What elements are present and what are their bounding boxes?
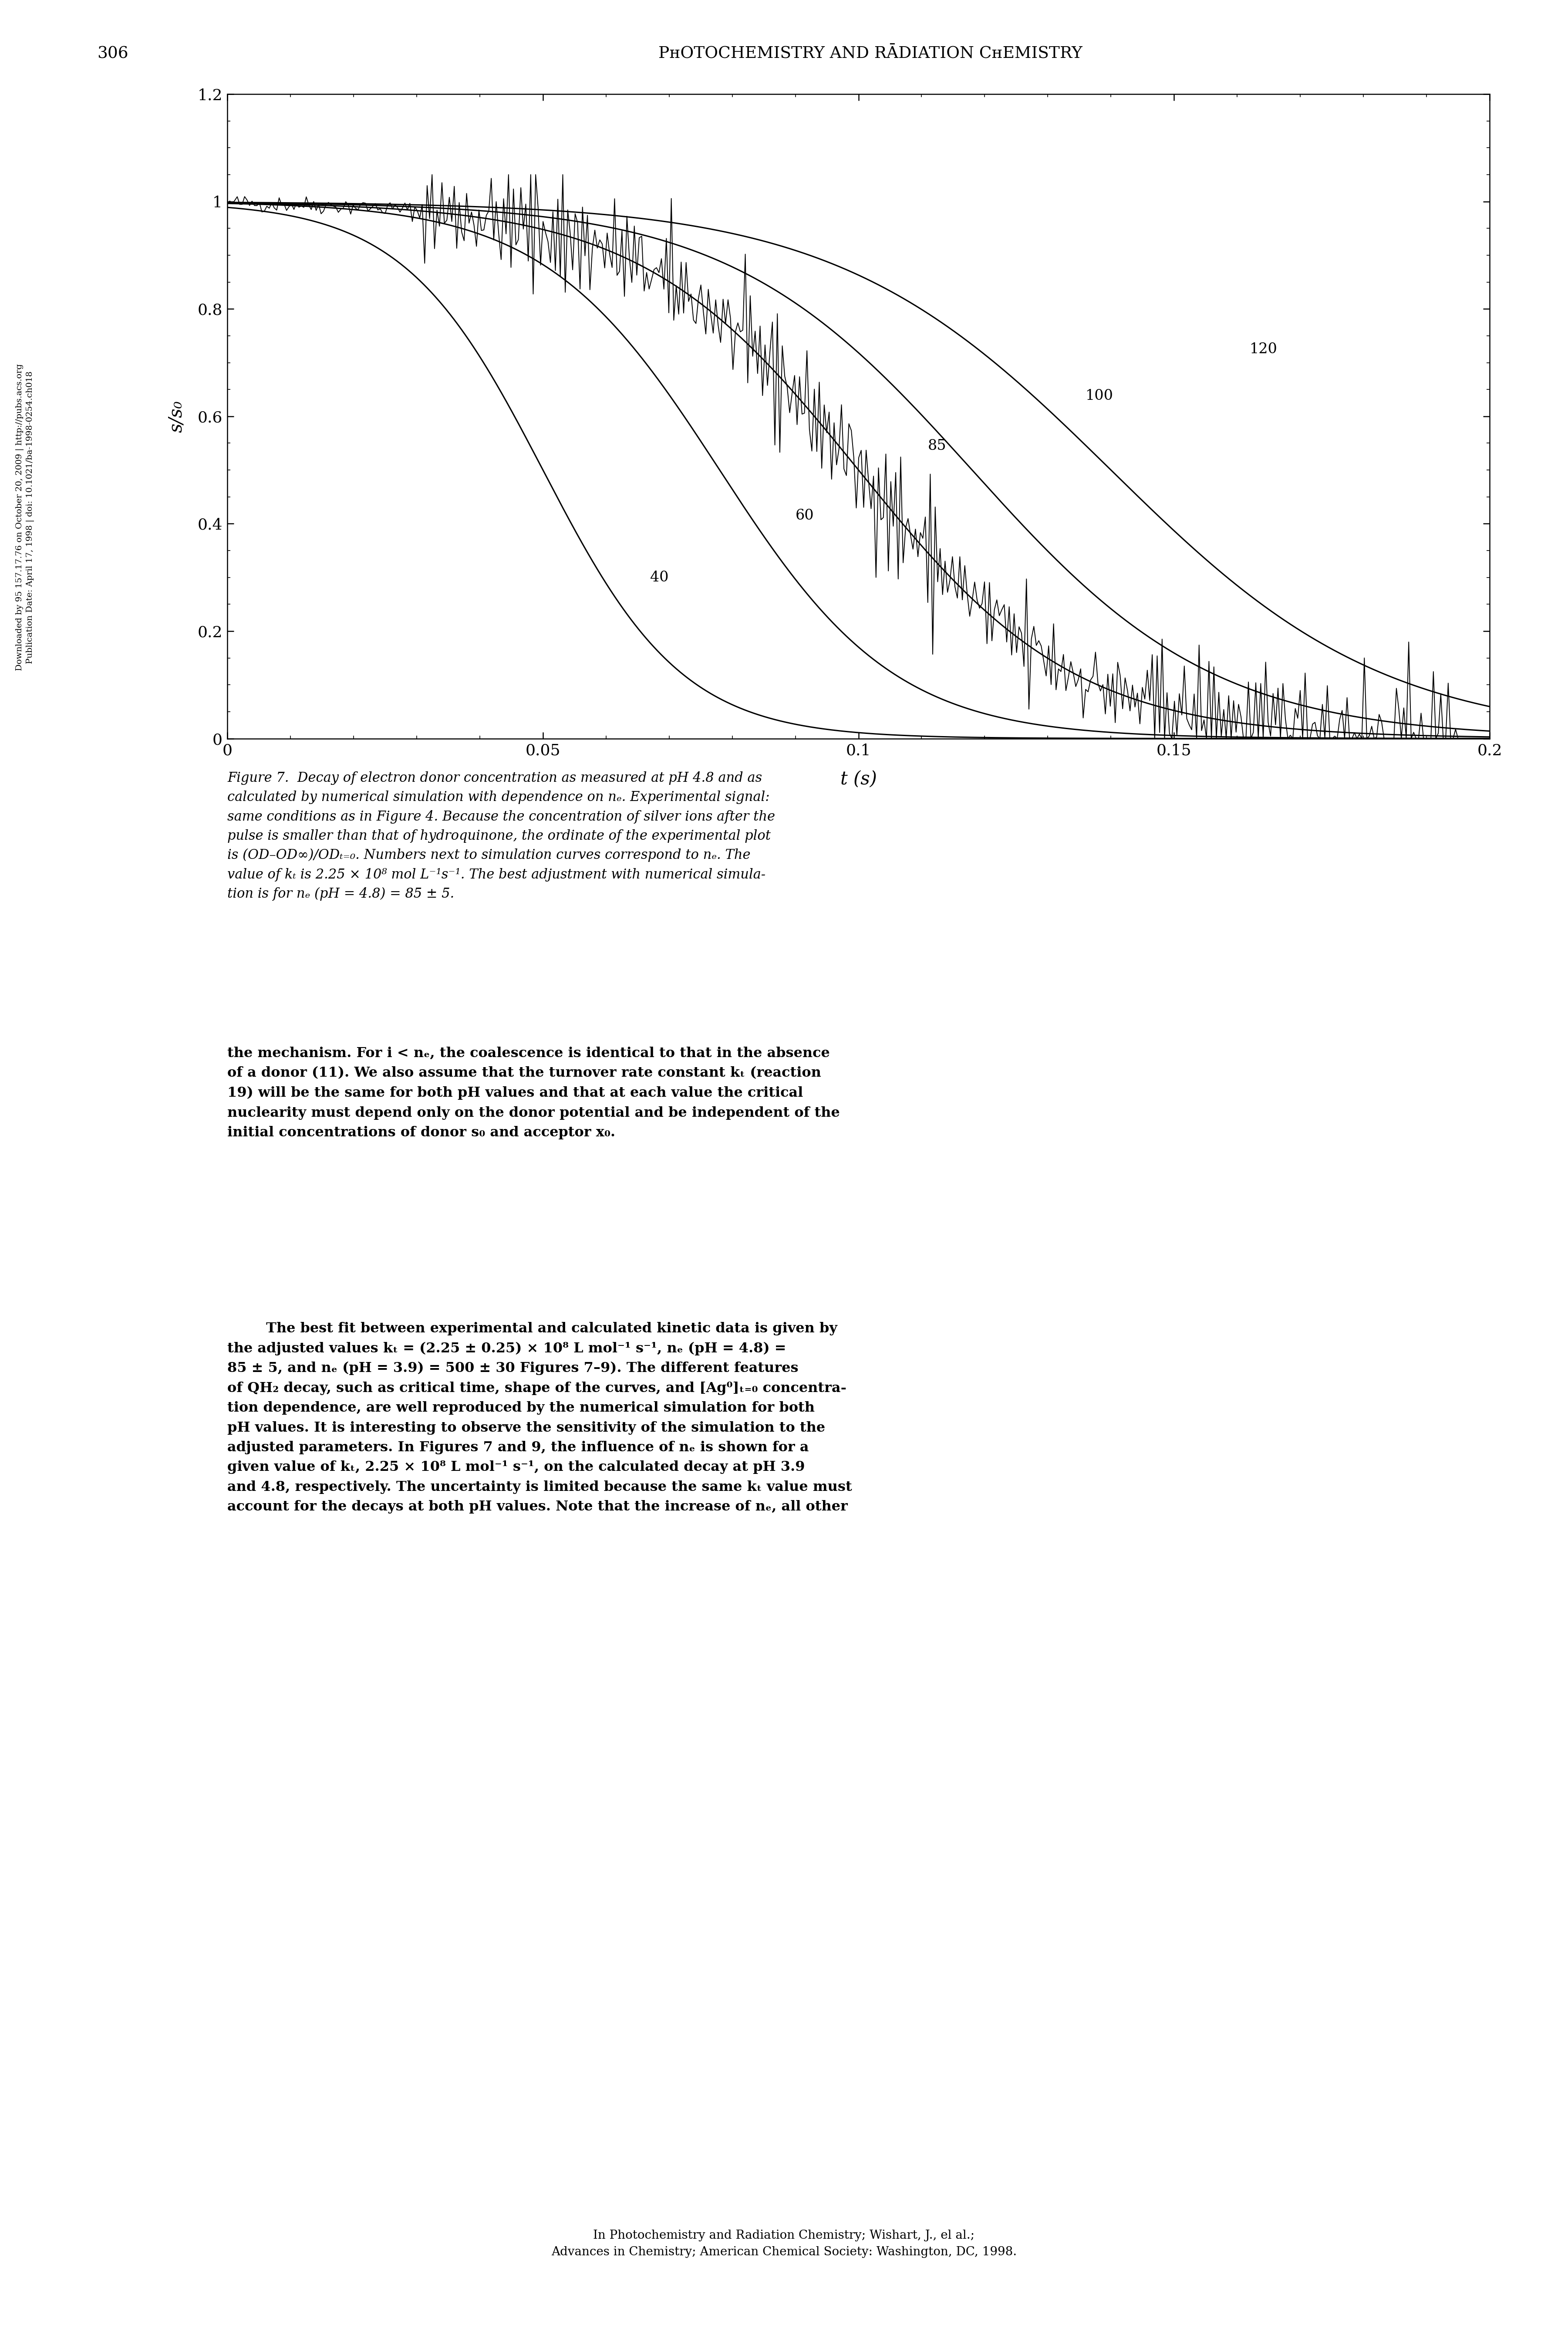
Text: In Photochemistry and Radiation Chemistry; Wishart, J., el al.;
Advances in Chem: In Photochemistry and Radiation Chemistr… (552, 2230, 1016, 2258)
Text: The best fit between experimental and calculated kinetic data is given by
the ad: The best fit between experimental and ca… (227, 1322, 851, 1515)
Text: 100: 100 (1085, 388, 1113, 402)
Text: 120: 120 (1250, 341, 1278, 355)
Text: the mechanism. For i < nₑ, the coalescence is identical to that in the absence
o: the mechanism. For i < nₑ, the coalescen… (227, 1047, 840, 1138)
Text: Figure 7.  Decay of electron donor concentration as measured at pH 4.8 and as
ca: Figure 7. Decay of electron donor concen… (227, 771, 775, 901)
Text: 40: 40 (651, 572, 668, 583)
Y-axis label: s/s₀: s/s₀ (168, 400, 185, 433)
Text: 60: 60 (795, 508, 814, 522)
X-axis label: t (s): t (s) (840, 769, 877, 788)
Text: Downloaded by 95 157.17.76 on October 20, 2009 | http://pubs.acs.org
Publication: Downloaded by 95 157.17.76 on October 20… (16, 365, 34, 670)
Text: 85: 85 (928, 440, 947, 454)
Text: PʜOTOCHEMISTRY AND RĀDIATION CʜEMISTRY: PʜOTOCHEMISTRY AND RĀDIATION CʜEMISTRY (659, 47, 1082, 61)
Text: 306: 306 (97, 47, 129, 61)
